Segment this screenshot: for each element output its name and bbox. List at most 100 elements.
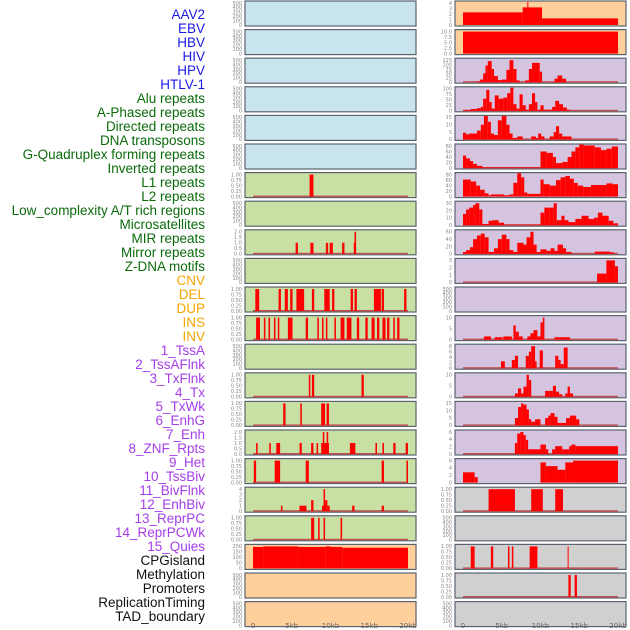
track-label: 10_TssBiv: [143, 469, 205, 484]
track-label: INV: [182, 329, 205, 344]
panel-background: [244, 515, 417, 542]
y-tick-label: 5: [449, 384, 452, 390]
signal-bar: [479, 209, 483, 226]
signal-bar: [538, 133, 542, 140]
y-tick-label: 200: [442, 529, 452, 535]
y-tick-label: 200: [232, 544, 242, 550]
y-tick-label: 100: [232, 555, 242, 561]
y-tick-label: 1.00: [231, 287, 242, 293]
signal-bar: [365, 317, 368, 340]
signal-bar: [476, 130, 481, 140]
y-tick-label: 0: [449, 280, 452, 286]
signal-bar: [488, 489, 515, 512]
signal-bar: [549, 136, 554, 140]
5-txwk-panel: 0.000.250.500.751.00: [231, 458, 417, 486]
signal-bar: [556, 126, 560, 140]
track-label: 9_Het: [168, 455, 205, 470]
y-tick-label: 0: [449, 395, 452, 401]
signal-bar: [526, 237, 531, 254]
signal-bar: [273, 317, 276, 340]
y-tick-label: 150: [232, 550, 242, 556]
signal-bar: [463, 109, 471, 111]
track-label: Z-DNA motifs: [124, 259, 205, 274]
y-tick-label: 100: [232, 18, 242, 24]
y-tick-label: 4: [449, 437, 452, 443]
signal-bar: [276, 443, 281, 454]
signal-bar: [545, 449, 549, 454]
y-tick-label: 0: [449, 166, 452, 172]
y-tick-label: 500: [232, 87, 242, 93]
panel-background: [244, 372, 417, 399]
y-tick-label: 300: [232, 353, 242, 359]
y-tick-label: 300: [232, 95, 242, 101]
y-tick-label: 1.0: [234, 241, 242, 247]
panel-background: [454, 543, 627, 571]
signal-bar: [555, 355, 559, 369]
y-tick-label: 0.00: [231, 337, 242, 343]
signal-bar: [527, 193, 541, 197]
r-panel-21: 0.000.250.500.751.00: [441, 572, 627, 601]
signal-bar: [507, 93, 511, 111]
x-tick-label: 10kb: [532, 622, 550, 630]
signal-bar: [557, 75, 563, 83]
signal-bar: [540, 462, 546, 483]
signal-bar: [509, 133, 513, 140]
signal-bar: [574, 575, 577, 597]
signal-bar: [323, 517, 326, 540]
signal-bar: [277, 317, 280, 340]
signal-bar: [263, 317, 266, 340]
signal-bar: [497, 239, 502, 254]
track-labels: AAV2 EBV HBV HIV HPV HTLV-1 Alu repeats A-Phase…: [0, 0, 205, 630]
y-tick-label: 3: [239, 493, 242, 499]
signal-bar: [473, 239, 477, 254]
track-label: 3_TxFlnk: [149, 371, 205, 386]
y-tick-label: 500: [232, 1, 242, 7]
x-tick-label: 5kb: [495, 622, 509, 630]
y-tick-label: 0.50: [231, 527, 242, 533]
y-tick-label: 10: [446, 373, 452, 379]
y-tick-label: 300: [232, 267, 242, 273]
y-tick-label: 0: [239, 366, 242, 372]
signal-bar: [317, 317, 319, 340]
mir-panel: 0.00.51.01.52.0: [234, 229, 417, 258]
y-tick-label: 100: [442, 533, 452, 539]
y-tick-label: 500: [232, 573, 242, 579]
y-tick-label: 0.25: [231, 189, 242, 195]
del-panel: 0.000.250.500.751.00: [231, 286, 417, 315]
signal-bar: [375, 443, 377, 454]
y-tick-label: 100: [442, 87, 452, 93]
y-tick-label: 200: [442, 300, 452, 306]
track-label: TAD_boundary: [115, 609, 205, 624]
track-label: A-Phased repeats: [96, 105, 205, 120]
signal-bar: [556, 220, 562, 226]
y-tick-label: 40: [446, 237, 452, 243]
baseline: [253, 481, 408, 484]
signal-bar: [506, 239, 510, 254]
signal-bar: [606, 260, 615, 283]
y-tick-label: 300: [232, 582, 242, 588]
signal-bar: [566, 136, 572, 140]
signal-bar: [486, 89, 490, 111]
y-tick-label: 300: [442, 296, 452, 302]
panel-background: [454, 572, 627, 599]
signal-bar: [548, 415, 551, 426]
track-label: CPGisland: [140, 553, 205, 568]
y-tick-label: 25: [446, 103, 452, 109]
signal-bar: [533, 244, 537, 254]
signal-bar: [594, 147, 601, 168]
signal-bar: [283, 403, 286, 426]
y-tick-label: 500: [232, 601, 242, 607]
signal-bar: [489, 102, 492, 111]
y-tick-label: 0: [449, 366, 452, 372]
y-tick-label: 1: [239, 504, 242, 510]
signal-bar: [308, 374, 311, 397]
panel-background: [244, 114, 417, 142]
signal-bar: [597, 273, 607, 283]
signal-bar: [568, 575, 571, 597]
signal-bar: [543, 184, 550, 197]
y-tick-label: 100: [442, 304, 452, 310]
signal-bar: [476, 81, 481, 83]
track-label: L1 repeats: [141, 175, 205, 190]
y-tick-label: 200: [232, 586, 242, 592]
